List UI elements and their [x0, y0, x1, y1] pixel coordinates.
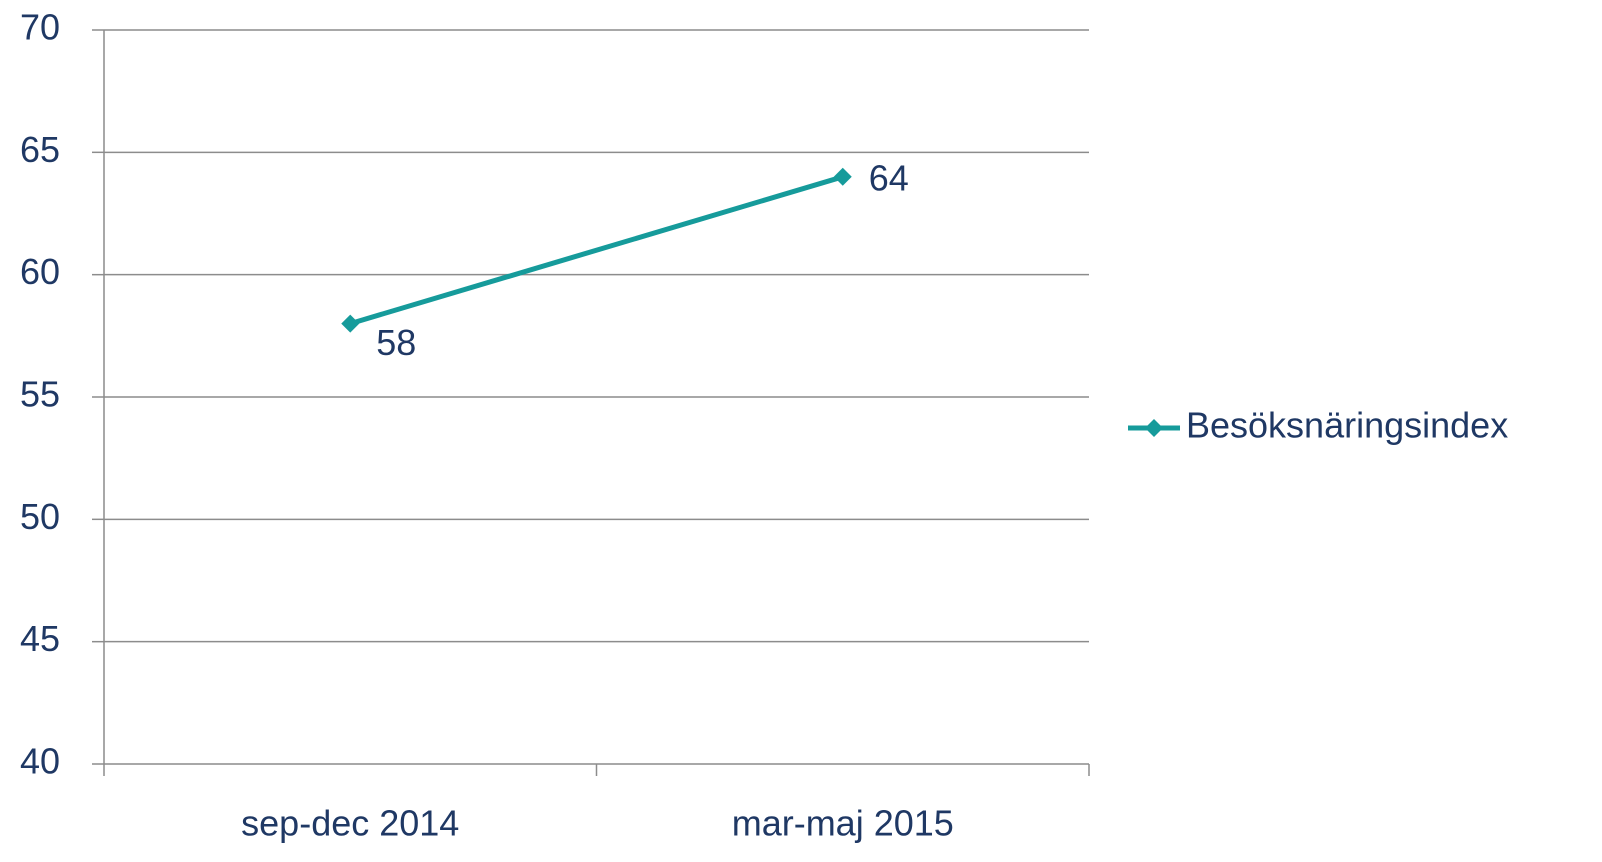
x-tick-label: sep-dec 2014	[241, 803, 459, 844]
y-tick-label: 65	[20, 129, 60, 170]
y-tick-label: 40	[20, 741, 60, 782]
data-label: 58	[376, 322, 416, 363]
y-tick-label: 45	[20, 618, 60, 659]
y-tick-label: 70	[20, 7, 60, 48]
y-tick-label: 50	[20, 496, 60, 537]
marker	[833, 167, 852, 186]
y-tick-label: 60	[20, 251, 60, 292]
line	[349, 174, 844, 326]
legend-label: Besöksnäringsindex	[1186, 405, 1508, 446]
marker	[341, 314, 360, 333]
legend-marker	[1145, 419, 1163, 437]
y-tick-label: 55	[20, 374, 60, 415]
x-tick-label: mar-maj 2015	[732, 803, 954, 844]
data-label: 64	[869, 157, 909, 198]
